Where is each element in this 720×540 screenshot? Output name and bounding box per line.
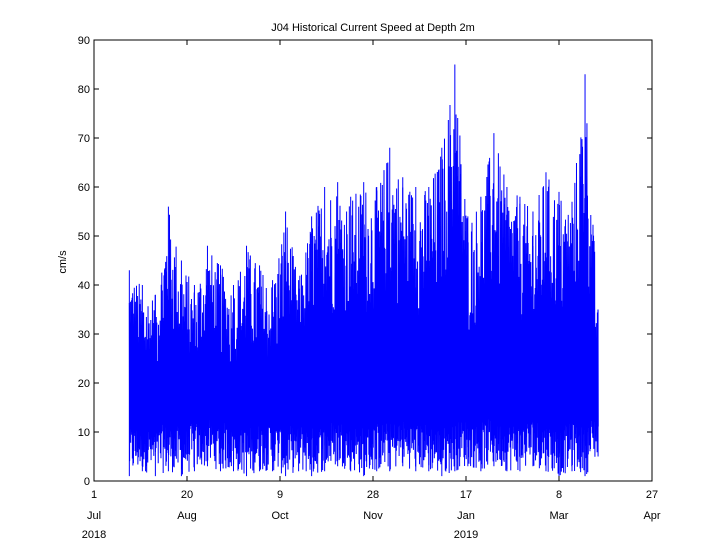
y-tick-label: 30 [78, 329, 90, 341]
y-tick-label: 90 [78, 35, 90, 47]
x-tick-day-label: 1 [91, 489, 97, 501]
x-tick-month-label: Apr [643, 510, 660, 522]
y-tick-label: 10 [78, 427, 90, 439]
y-tick-label: 50 [78, 231, 90, 243]
chart-title: J04 Historical Current Speed at Depth 2m [271, 22, 475, 34]
x-tick-day-label: 9 [277, 489, 283, 501]
x-tick-month-label: Mar [550, 510, 569, 522]
y-axis-label: cm/s [57, 250, 69, 274]
x-tick-day-label: 17 [460, 489, 472, 501]
y-tick-label: 70 [78, 133, 90, 145]
x-tick-day-label: 27 [646, 489, 658, 501]
x-tick-month-label: Aug [177, 510, 197, 522]
x-tick-month-label: Oct [271, 510, 288, 522]
y-tick-label: 60 [78, 182, 90, 194]
x-tick-month-label: Nov [363, 510, 383, 522]
x-tick-day-label: 8 [556, 489, 562, 501]
x-tick-day-label: 28 [367, 489, 379, 501]
y-axis: 0 10 20 30 40 50 60 70 80 90 [78, 35, 652, 488]
x-tick-month-label: Jul [87, 510, 101, 522]
x-tick-month-label: Jan [457, 510, 475, 522]
series-layer [128, 64, 599, 477]
x-axis: 1 Jul 2018 20 Aug 9 Oct 28 Nov 17 Jan 2019 8 Mar 27 Apr [82, 40, 661, 540]
x-tick-year-label: 2019 [454, 529, 478, 540]
y-tick-label: 20 [78, 378, 90, 390]
x-tick-year-label: 2018 [82, 529, 106, 540]
y-tick-label: 80 [78, 84, 90, 96]
y-tick-label: 40 [78, 280, 90, 292]
y-tick-label: 0 [84, 476, 90, 488]
x-tick-day-label: 20 [181, 489, 193, 501]
